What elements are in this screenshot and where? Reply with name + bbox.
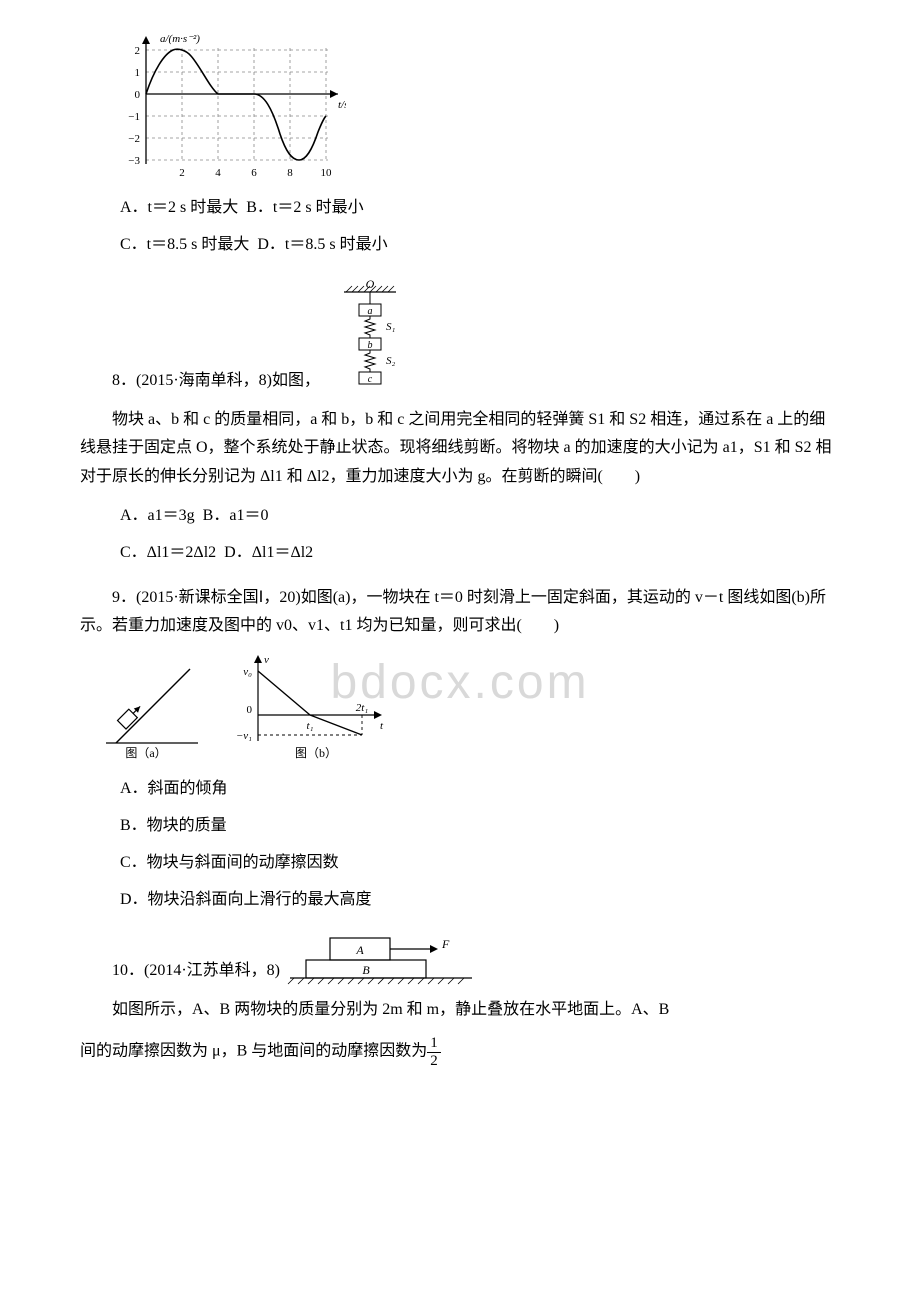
svg-text:4: 4 bbox=[215, 167, 221, 179]
q8-diagram: O a S₁ b S₂ c bbox=[330, 278, 410, 396]
svg-text:1: 1 bbox=[135, 67, 141, 79]
q10-prefix: 10．(2014·江苏单科，8) bbox=[112, 963, 280, 980]
svg-text:8: 8 bbox=[287, 167, 293, 179]
q9-diagrams: 图（a） v t v₀ 0 t₁ 2t₁ −v₁ 图（b） bbox=[98, 651, 840, 761]
svg-text:a: a bbox=[368, 306, 373, 317]
svg-text:0: 0 bbox=[135, 89, 141, 101]
q9-fig-a: 图（a） bbox=[98, 651, 208, 761]
svg-text:c: c bbox=[368, 374, 373, 385]
q9-opt-d: D．物块沿斜面向上滑行的最大高度 bbox=[80, 886, 840, 915]
q8-opt-a: A．a1＝3g bbox=[120, 507, 195, 524]
svg-text:0: 0 bbox=[247, 704, 253, 716]
svg-text:图（b）: 图（b） bbox=[295, 746, 337, 760]
svg-text:图（a）: 图（a） bbox=[125, 746, 166, 760]
q7-opt-d: D．t＝8.5 s 时最小 bbox=[257, 236, 387, 253]
q7-options-line2: C．t＝8.5 s 时最大 D．t＝8.5 s 时最小 bbox=[80, 231, 840, 260]
svg-text:S₁: S₁ bbox=[386, 321, 396, 333]
svg-text:2: 2 bbox=[135, 45, 141, 57]
svg-text:10: 10 bbox=[321, 167, 333, 179]
svg-text:S₂: S₂ bbox=[386, 355, 396, 367]
q8-options-line2: C．Δl1＝2Δl2 D．Δl1＝Δl2 bbox=[80, 539, 840, 568]
q10-body2a: 间的动摩擦因数为 μ，B 与地面间的动摩擦因数为 bbox=[80, 1043, 427, 1060]
svg-text:t₁: t₁ bbox=[307, 720, 314, 732]
q8-body: 物块 a、b 和 c 的质量相同，a 和 b，b 和 c 之间用完全相同的轻弹簧… bbox=[80, 406, 840, 492]
q9-opt-a: A．斜面的倾角 bbox=[80, 775, 840, 804]
q8-line1: 8．(2015·海南单科，8)如图， O a S₁ b S₂ bbox=[80, 278, 840, 396]
q9-fig-b: v t v₀ 0 t₁ 2t₁ −v₁ 图（b） bbox=[230, 651, 390, 761]
svg-text:−3: −3 bbox=[128, 155, 140, 167]
svg-text:−1: −1 bbox=[128, 111, 140, 123]
svg-text:b: b bbox=[368, 340, 373, 351]
svg-text:a/(m·s⁻²): a/(m·s⁻²) bbox=[160, 33, 200, 45]
svg-text:v₀: v₀ bbox=[243, 666, 252, 678]
q10-body1: 如图所示，A、B 两物块的质量分别为 2m 和 m，静止叠放在水平地面上。A、B bbox=[80, 996, 840, 1025]
frac-den: 2 bbox=[427, 1053, 441, 1070]
q9-opt-b: B．物块的质量 bbox=[80, 812, 840, 841]
svg-text:t: t bbox=[380, 720, 384, 732]
svg-text:A: A bbox=[355, 943, 364, 957]
q10-fraction: 12 bbox=[427, 1035, 441, 1069]
q8-prefix: 8．(2015·海南单科，8)如图， bbox=[112, 372, 320, 389]
q7-opt-c: C．t＝8.5 s 时最大 bbox=[120, 236, 249, 253]
q7-opt-b: B．t＝2 s 时最小 bbox=[246, 199, 363, 216]
q8-opt-c: C．Δl1＝2Δl2 bbox=[120, 544, 216, 561]
frac-num: 1 bbox=[427, 1035, 441, 1053]
svg-text:B: B bbox=[362, 963, 370, 977]
q7-options-line1: A．t＝2 s 时最大 B．t＝2 s 时最小 bbox=[80, 194, 840, 223]
svg-text:2t₁: 2t₁ bbox=[356, 702, 369, 714]
at-chart-svg: 2 1 0 −1 −2 −3 2 4 6 8 10 a/(m·s⁻²) t/s bbox=[116, 30, 346, 180]
q9-body: 9．(2015·新课标全国Ⅰ，20)如图(a)，一物块在 t＝0 时刻滑上一固定… bbox=[80, 584, 840, 642]
q10-body2-line: 间的动摩擦因数为 μ，B 与地面间的动摩擦因数为12 bbox=[80, 1035, 840, 1069]
q7-opt-a: A．t＝2 s 时最大 bbox=[120, 199, 238, 216]
svg-text:v: v bbox=[264, 654, 269, 666]
q8-options-line1: A．a1＝3g B．a1＝0 bbox=[80, 502, 840, 531]
svg-text:2: 2 bbox=[179, 167, 185, 179]
q8-opt-b: B．a1＝0 bbox=[203, 507, 269, 524]
q7-chart: 2 1 0 −1 −2 −3 2 4 6 8 10 a/(m·s⁻²) t/s bbox=[80, 30, 840, 180]
q8-opt-d: D．Δl1＝Δl2 bbox=[224, 544, 313, 561]
svg-text:F: F bbox=[441, 937, 450, 951]
svg-text:t/s: t/s bbox=[338, 99, 346, 111]
svg-text:−v₁: −v₁ bbox=[236, 730, 252, 742]
q10-line1: 10．(2014·江苏单科，8) B A bbox=[80, 930, 840, 986]
q10-diagram: B A F bbox=[286, 930, 476, 986]
q9-opt-c: C．物块与斜面间的动摩擦因数 bbox=[80, 849, 840, 878]
svg-text:−2: −2 bbox=[128, 133, 140, 145]
svg-text:6: 6 bbox=[251, 167, 257, 179]
